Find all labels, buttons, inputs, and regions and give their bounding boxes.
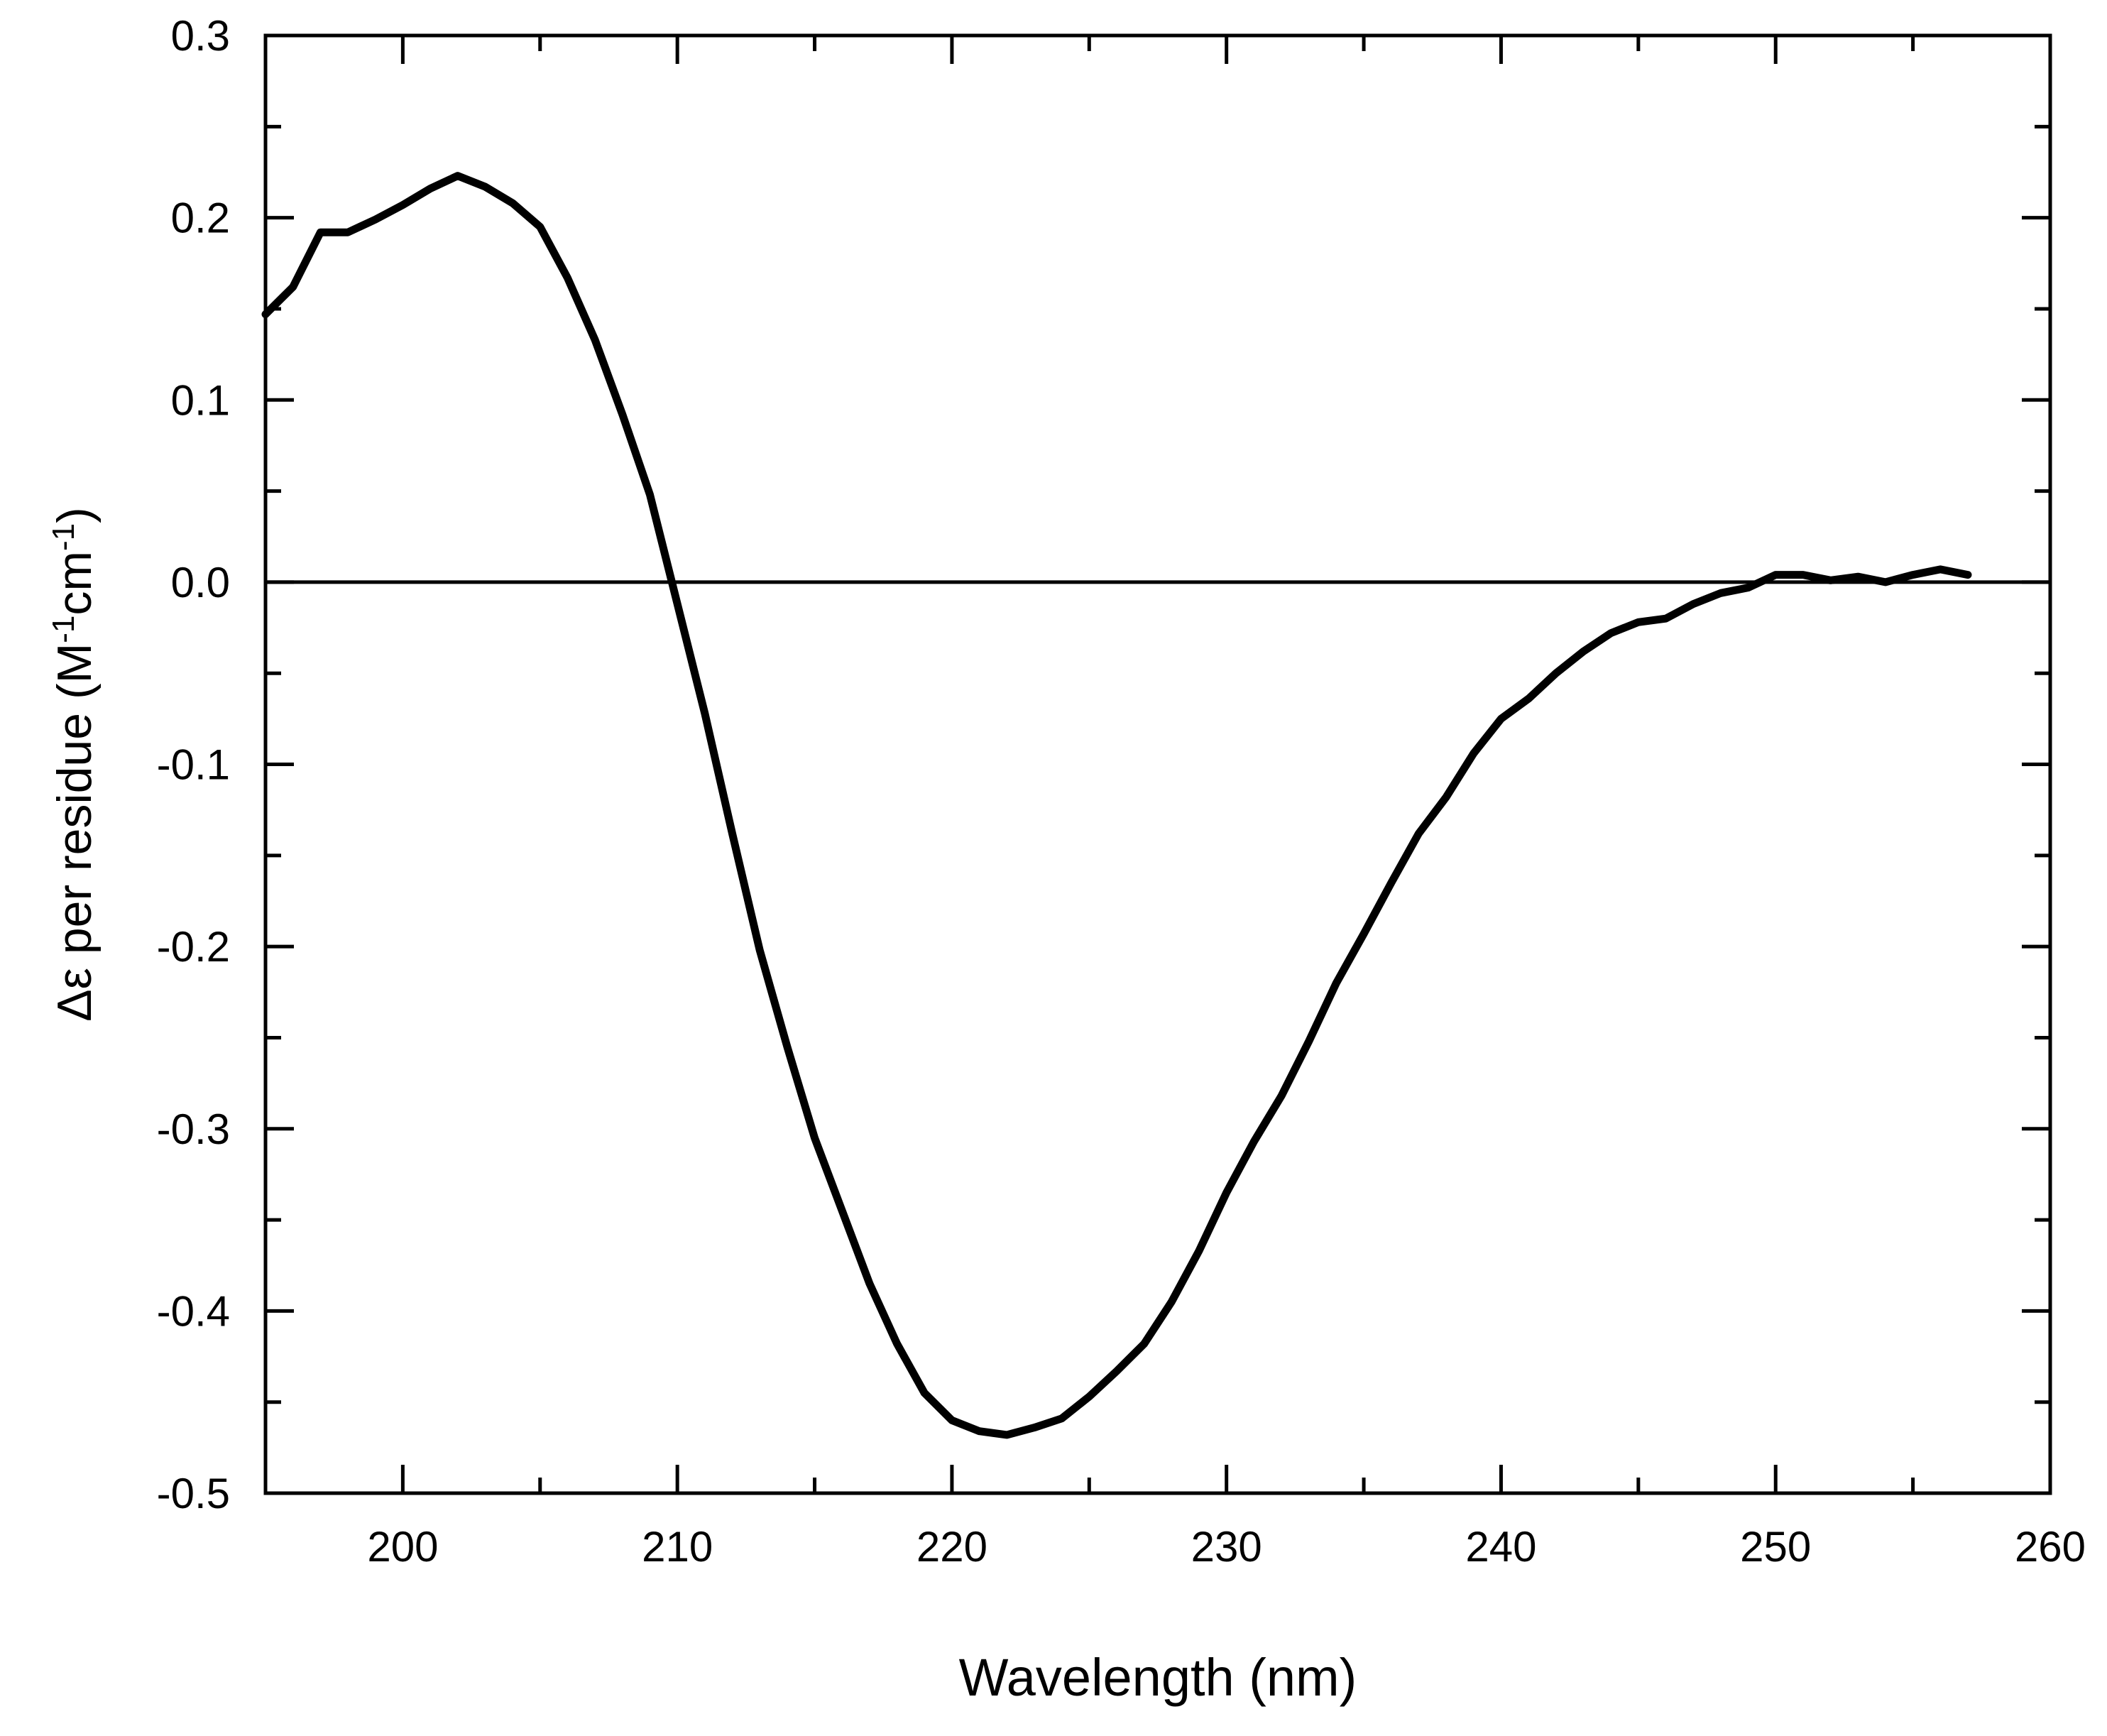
x-tick-label: 220 <box>916 1523 987 1571</box>
y-tick-label: 0.0 <box>171 559 230 606</box>
x-tick-label: 200 <box>367 1523 438 1571</box>
y-tick-label: -0.3 <box>157 1106 230 1153</box>
tick-labels: 200 210 220 230 240 250 260 0.3 0.2 0.1 0.0 -0.1 -0.… <box>157 12 2086 1571</box>
x-tick-label: 210 <box>642 1523 713 1571</box>
y-tick-label: 0.3 <box>171 12 230 60</box>
y-axis-title: Δε per residue (M-1cm-1) <box>46 507 102 1022</box>
x-tick-label: 260 <box>2015 1523 2086 1571</box>
y-axis-title-middle: cm <box>48 551 102 616</box>
y-tick-label: -0.1 <box>157 741 230 789</box>
y-tick-label: -0.2 <box>157 923 230 971</box>
y-tick-label: -0.5 <box>157 1470 230 1517</box>
y-axis-title-suffix: ) <box>48 507 102 523</box>
series-layer <box>261 172 1972 1439</box>
y-axis-title-sup2: -1 <box>46 523 81 551</box>
y-tick-label: -0.4 <box>157 1287 230 1335</box>
y-tick-label: 0.1 <box>171 376 230 424</box>
x-tick-label: 250 <box>1740 1523 1811 1571</box>
x-axis-title: Wavelength (nm) <box>959 1648 1357 1707</box>
x-tick-label: 240 <box>1465 1523 1536 1571</box>
x-tick-label: 230 <box>1191 1523 1262 1571</box>
y-axis-title-prefix: Δε per residue (M <box>48 643 102 1022</box>
series-line <box>261 172 1972 1439</box>
y-axis-title-sup1: -1 <box>46 616 81 643</box>
y-tick-label: 0.2 <box>171 195 230 242</box>
plot-frame <box>263 33 2052 1495</box>
